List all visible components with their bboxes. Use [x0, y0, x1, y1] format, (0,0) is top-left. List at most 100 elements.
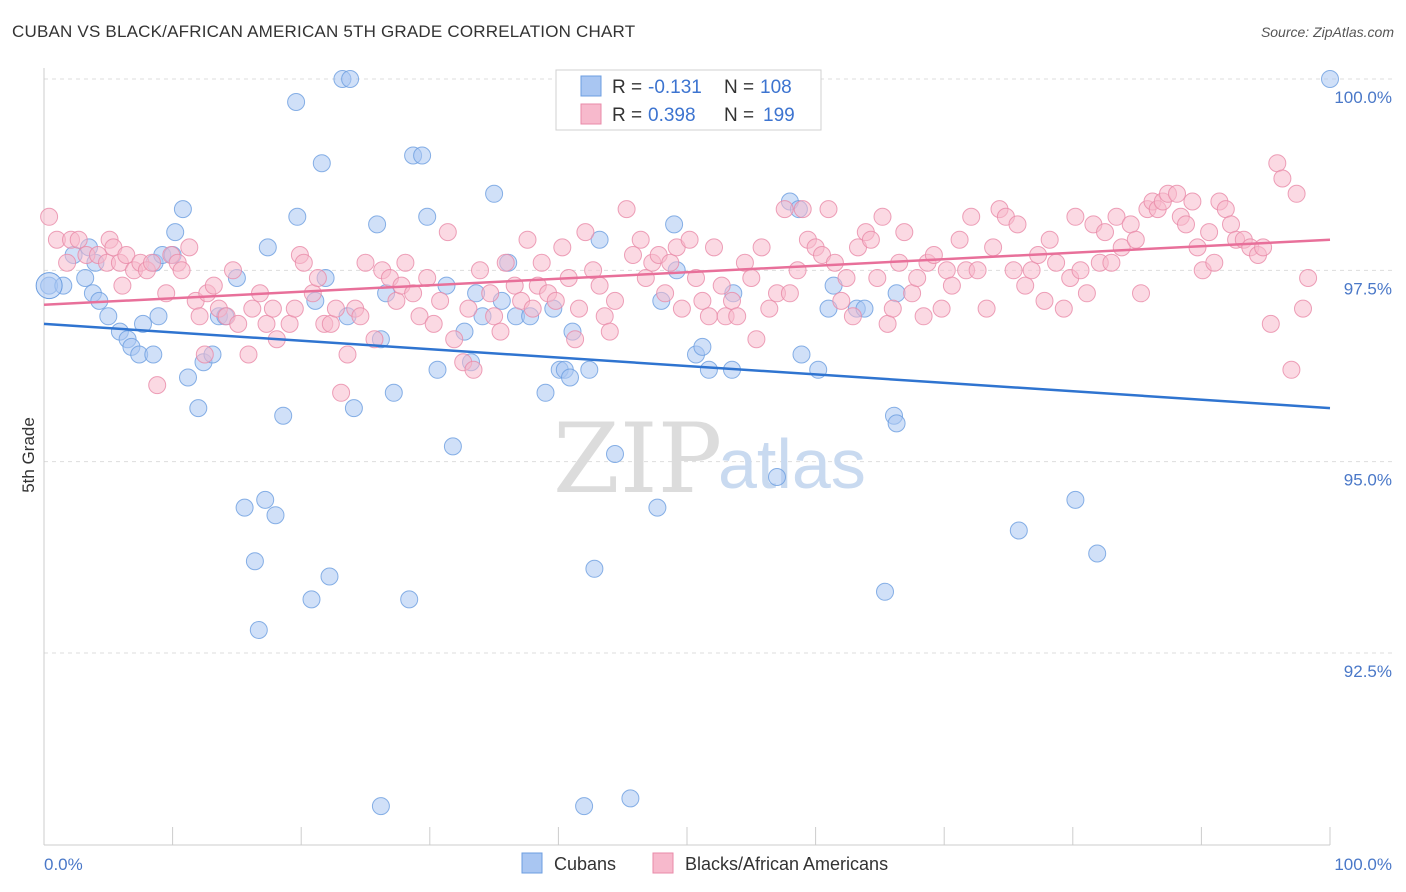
- cubans-point-91: [792, 345, 811, 364]
- legend-n-label-2: N =: [724, 105, 754, 126]
- cubans-point-29: [245, 552, 264, 571]
- blacks-point-131: [868, 269, 887, 287]
- blacks-point-22: [180, 238, 199, 257]
- stats-legend: R = -0.131 N = 108 R = 0.398 N = 199: [555, 69, 822, 131]
- blacks-point-111: [742, 269, 761, 287]
- cubans-point-15: [144, 345, 163, 364]
- cubans-point-84: [693, 337, 712, 356]
- legend-swatch-blacks: [580, 103, 602, 125]
- cubans-point-103: [1088, 544, 1107, 563]
- blacks-point-30: [224, 261, 242, 280]
- blacks-point-72: [496, 253, 515, 272]
- blacks-point-109: [728, 307, 747, 326]
- blacks-point-126: [837, 269, 856, 287]
- cubans-point-45: [344, 399, 363, 418]
- cubans-point-31: [256, 490, 275, 509]
- blacks-point-61: [424, 314, 443, 333]
- blacks-point-33: [243, 299, 262, 318]
- blacks-point-93: [631, 230, 650, 249]
- cubans-point-67: [536, 383, 555, 402]
- blacks-point-35: [257, 314, 276, 333]
- cubans-point-30: [249, 621, 268, 639]
- cubans-point-41: [320, 567, 339, 586]
- blacks-point-130: [861, 230, 880, 249]
- blacks-point-161: [1054, 299, 1073, 318]
- blacks-point-69: [481, 284, 500, 303]
- blacks-point-137: [903, 284, 922, 303]
- blacks-point-145: [950, 230, 969, 249]
- cubans-point-32: [258, 238, 277, 257]
- cubans-point-104: [1321, 70, 1339, 88]
- cubans-point-13: [134, 314, 152, 333]
- blacks-point-45: [321, 314, 340, 333]
- blacks-point-156: [1022, 261, 1041, 280]
- blacks-point-189: [1216, 200, 1235, 219]
- cubans-point-33: [266, 506, 285, 525]
- cubans-point-46: [368, 215, 387, 234]
- bottom-legend-label-blacks: Blacks/African Americans: [685, 854, 888, 874]
- cubans-point-49: [371, 797, 390, 816]
- blacks-point-58: [404, 284, 423, 303]
- blacks-point-190: [1222, 215, 1240, 234]
- blacks-point-24: [190, 307, 209, 326]
- blacks-point-47: [332, 383, 351, 402]
- legend-r-label-1: R =: [612, 77, 642, 98]
- blacks-point-127: [843, 307, 862, 326]
- blacks-point-147: [962, 207, 981, 226]
- cubans-point-4: [76, 269, 95, 287]
- legend-swatch-cubans: [580, 75, 602, 97]
- blacks-point-136: [895, 223, 914, 242]
- blacks-point-158: [1035, 291, 1054, 310]
- blacks-point-25: [195, 345, 214, 364]
- blacks-point-149: [977, 299, 996, 318]
- blacks-point-51: [356, 253, 375, 272]
- blacks-point-164: [1071, 261, 1090, 280]
- blacks-point-174: [1132, 284, 1150, 303]
- blacks-point-134: [883, 299, 902, 318]
- chart-source: Source: ZipAtlas.com: [1260, 24, 1394, 40]
- cubans-point-35: [287, 93, 306, 111]
- cubans-point-34: [274, 406, 293, 425]
- blacks-point-196: [1261, 314, 1280, 333]
- blacks-trend-line: [43, 238, 1331, 307]
- blacks-point-160: [1047, 253, 1066, 272]
- x-tick-label-0: 0.0%: [44, 855, 83, 874]
- blacks-point-180: [1168, 184, 1186, 203]
- blacks-point-102: [687, 269, 705, 287]
- cubans-point-57: [443, 437, 462, 456]
- blacks-point-150: [984, 238, 1003, 257]
- bottom-legend-swatch-blacks: [652, 852, 674, 874]
- blacks-point-59: [410, 307, 429, 326]
- y-axis-title: 5th Grade: [19, 417, 38, 493]
- x-tick-label-1: 100.0%: [1334, 855, 1392, 874]
- blacks-point-199: [1282, 360, 1301, 379]
- blacks-point-117: [780, 284, 799, 303]
- blacks-point-11: [113, 276, 132, 295]
- blacks-point-16: [143, 253, 161, 272]
- cubans-point-22: [189, 399, 208, 418]
- cubans-point-28: [235, 498, 254, 517]
- watermark-atlas: atlas: [718, 425, 866, 503]
- blacks-point-70: [485, 307, 504, 326]
- blacks-point-89: [600, 322, 619, 341]
- blacks-point-21: [172, 261, 191, 280]
- blacks-point-86: [584, 261, 603, 280]
- cubans-point-19: [166, 223, 185, 242]
- blacks-point-104: [699, 307, 718, 326]
- legend-n-value-2: 199: [763, 105, 795, 126]
- blacks-point-76: [523, 299, 542, 318]
- blacks-point-48: [338, 345, 357, 364]
- cubans-cluster-point: [35, 272, 63, 300]
- blacks-point-27: [204, 276, 223, 295]
- blacks-point-163: [1066, 207, 1085, 226]
- blacks-point-71: [491, 322, 510, 341]
- cubans-point-98: [887, 284, 906, 303]
- cubans-point-78: [621, 789, 640, 808]
- blacks-point-63: [438, 223, 457, 242]
- blacks-point-124: [825, 253, 844, 272]
- blacks-point-55: [387, 291, 406, 310]
- cubans-point-88: [768, 468, 786, 486]
- blacks-point-103: [693, 291, 712, 310]
- series-legend: Cubans Blacks/African Americans: [521, 852, 888, 874]
- cubans-point-55: [428, 360, 447, 379]
